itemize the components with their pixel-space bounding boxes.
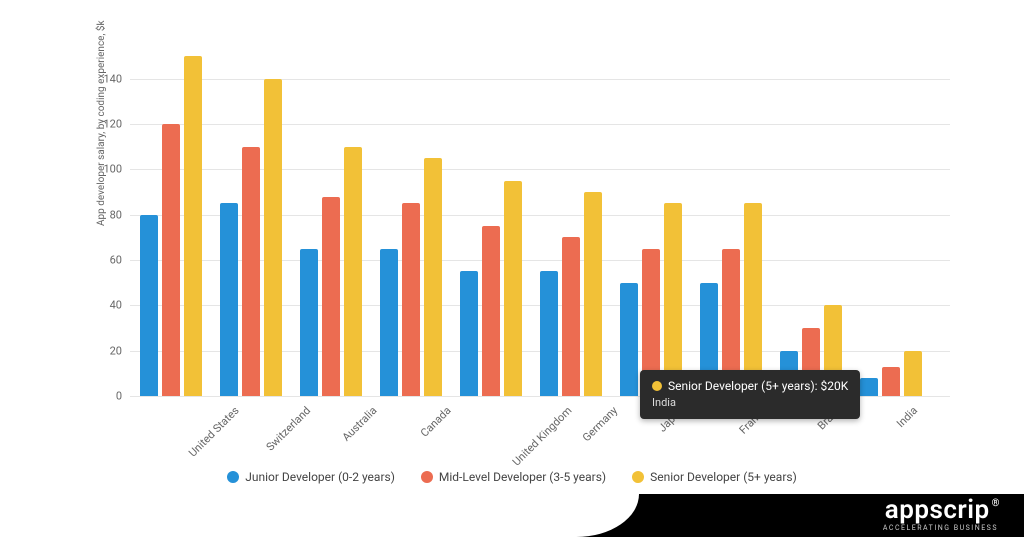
tooltip-line1: Senior Developer (5+ years): $20K [668, 378, 848, 394]
legend-swatch [227, 471, 239, 483]
x-tick-label: Australia [340, 404, 380, 444]
bar[interactable] [460, 271, 478, 396]
bar[interactable] [744, 203, 762, 396]
y-tick-label: 20 [110, 344, 130, 357]
legend-swatch [632, 471, 644, 483]
bar[interactable] [424, 158, 442, 396]
bar[interactable] [264, 79, 282, 396]
legend-item[interactable]: Junior Developer (0-2 years) [227, 470, 395, 484]
bar[interactable] [140, 215, 158, 396]
legend-label: Senior Developer (5+ years) [650, 470, 797, 484]
x-tick-label: Canada [418, 404, 454, 440]
y-tick-label: 100 [103, 163, 130, 176]
y-tick-label: 80 [110, 208, 130, 221]
legend: Junior Developer (0-2 years) Mid-Level De… [0, 470, 1024, 484]
bar[interactable] [584, 192, 602, 396]
x-tick-label: United States [186, 404, 241, 459]
x-tick-label: United Kingdom [510, 404, 574, 468]
bar[interactable] [664, 203, 682, 396]
x-tick-label: Switzerland [264, 404, 313, 453]
footer-curve-mask [0, 494, 571, 537]
bar[interactable] [482, 226, 500, 396]
bar[interactable] [540, 271, 558, 396]
legend-label: Mid-Level Developer (3-5 years) [439, 470, 606, 484]
bar[interactable] [904, 351, 922, 396]
y-tick-label: 140 [103, 72, 130, 85]
bar[interactable] [380, 249, 398, 396]
bar[interactable] [402, 203, 420, 396]
y-tick-label: 120 [103, 118, 130, 131]
bar[interactable] [300, 249, 318, 396]
bar[interactable] [562, 237, 580, 396]
legend-swatch [421, 471, 433, 483]
bar[interactable] [882, 367, 900, 396]
legend-item[interactable]: Mid-Level Developer (3-5 years) [421, 470, 606, 484]
bar[interactable] [620, 283, 638, 396]
chart-tooltip: Senior Developer (5+ years): $20K India [640, 370, 860, 419]
x-tick-label: India [894, 404, 920, 430]
registered-mark: ® [992, 498, 1000, 509]
bars-layer [130, 56, 950, 396]
tooltip-series-dot [652, 381, 662, 391]
legend-item[interactable]: Senior Developer (5+ years) [632, 470, 797, 484]
y-tick-label: 0 [116, 390, 130, 403]
legend-label: Junior Developer (0-2 years) [245, 470, 395, 484]
chart-plot-area: 020406080100120140 [130, 56, 950, 396]
bar[interactable] [220, 203, 238, 396]
bar[interactable] [504, 181, 522, 396]
brand-tagline: ACCELERATING BUSINESS [883, 524, 998, 532]
bar[interactable] [242, 147, 260, 396]
brand-name: appscrip® [883, 497, 998, 523]
tooltip-line2: India [652, 396, 848, 411]
bar[interactable] [344, 147, 362, 396]
bar[interactable] [184, 56, 202, 396]
bar[interactable] [162, 124, 180, 396]
y-tick-label: 60 [110, 254, 130, 267]
bar[interactable] [860, 378, 878, 396]
y-tick-label: 40 [110, 299, 130, 312]
bar[interactable] [322, 197, 340, 396]
brand-block: appscrip® ACCELERATING BUSINESS [883, 497, 998, 532]
x-tick-label: Germany [580, 404, 620, 444]
